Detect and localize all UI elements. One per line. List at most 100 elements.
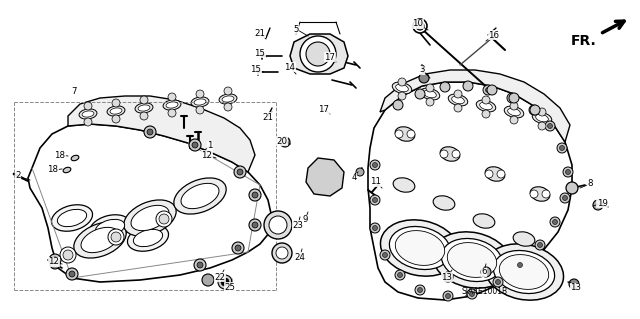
Circle shape bbox=[530, 190, 538, 198]
Circle shape bbox=[398, 92, 406, 100]
Circle shape bbox=[66, 268, 78, 280]
Circle shape bbox=[237, 169, 243, 175]
Text: 2: 2 bbox=[15, 172, 20, 181]
Circle shape bbox=[487, 85, 497, 95]
Circle shape bbox=[538, 242, 543, 248]
Text: 15: 15 bbox=[250, 65, 262, 75]
Circle shape bbox=[407, 130, 415, 138]
Circle shape bbox=[467, 289, 477, 299]
Circle shape bbox=[50, 259, 60, 269]
Circle shape bbox=[112, 99, 120, 107]
Circle shape bbox=[144, 126, 156, 138]
Circle shape bbox=[249, 189, 261, 201]
Ellipse shape bbox=[219, 94, 237, 104]
Text: 11: 11 bbox=[371, 177, 381, 187]
Circle shape bbox=[445, 293, 451, 299]
Circle shape bbox=[380, 250, 390, 260]
Ellipse shape bbox=[71, 155, 79, 161]
Ellipse shape bbox=[127, 225, 168, 251]
Ellipse shape bbox=[110, 108, 122, 114]
Ellipse shape bbox=[484, 244, 564, 300]
Text: 3: 3 bbox=[419, 65, 425, 75]
Circle shape bbox=[569, 279, 579, 289]
Circle shape bbox=[196, 90, 204, 98]
Circle shape bbox=[249, 219, 261, 231]
Circle shape bbox=[413, 19, 427, 33]
Circle shape bbox=[443, 291, 453, 301]
Circle shape bbox=[563, 196, 568, 201]
Circle shape bbox=[84, 102, 92, 110]
Text: 22: 22 bbox=[214, 272, 225, 281]
Polygon shape bbox=[28, 124, 272, 282]
Ellipse shape bbox=[63, 167, 71, 173]
Ellipse shape bbox=[131, 205, 169, 231]
Ellipse shape bbox=[174, 178, 226, 214]
Ellipse shape bbox=[508, 108, 520, 116]
Circle shape bbox=[535, 240, 545, 250]
Circle shape bbox=[518, 263, 522, 268]
Circle shape bbox=[426, 98, 434, 106]
Circle shape bbox=[560, 193, 570, 203]
Ellipse shape bbox=[452, 96, 465, 104]
Ellipse shape bbox=[485, 167, 505, 181]
Circle shape bbox=[111, 232, 121, 242]
Ellipse shape bbox=[493, 250, 555, 293]
Circle shape bbox=[415, 89, 425, 99]
Ellipse shape bbox=[95, 219, 125, 237]
Ellipse shape bbox=[396, 231, 445, 265]
Circle shape bbox=[276, 247, 288, 259]
Circle shape bbox=[486, 87, 490, 93]
Ellipse shape bbox=[81, 227, 119, 253]
Ellipse shape bbox=[74, 222, 126, 258]
Text: 16: 16 bbox=[488, 31, 499, 40]
Circle shape bbox=[168, 109, 176, 117]
Circle shape bbox=[221, 278, 229, 286]
Circle shape bbox=[300, 36, 336, 72]
Circle shape bbox=[509, 95, 515, 100]
Circle shape bbox=[454, 104, 462, 112]
Circle shape bbox=[52, 257, 58, 263]
Ellipse shape bbox=[536, 114, 548, 122]
Circle shape bbox=[530, 105, 540, 115]
Circle shape bbox=[383, 253, 387, 257]
Circle shape bbox=[252, 192, 258, 198]
Circle shape bbox=[370, 160, 380, 170]
Circle shape bbox=[538, 122, 546, 130]
Circle shape bbox=[510, 102, 518, 110]
Circle shape bbox=[63, 250, 73, 260]
Circle shape bbox=[545, 121, 555, 131]
Circle shape bbox=[197, 262, 203, 268]
Text: 7: 7 bbox=[71, 87, 77, 97]
Circle shape bbox=[552, 219, 557, 225]
Circle shape bbox=[69, 271, 75, 277]
Circle shape bbox=[507, 93, 517, 103]
Circle shape bbox=[463, 81, 473, 91]
Ellipse shape bbox=[396, 84, 408, 92]
Circle shape bbox=[202, 274, 214, 286]
Circle shape bbox=[563, 167, 573, 177]
Circle shape bbox=[192, 142, 198, 148]
Circle shape bbox=[168, 93, 176, 101]
Text: 21: 21 bbox=[262, 113, 273, 122]
Circle shape bbox=[372, 226, 378, 231]
Circle shape bbox=[395, 130, 403, 138]
Ellipse shape bbox=[448, 94, 468, 106]
Ellipse shape bbox=[440, 147, 460, 161]
Ellipse shape bbox=[124, 200, 176, 236]
Text: 17: 17 bbox=[319, 105, 330, 114]
Circle shape bbox=[235, 245, 241, 251]
Text: 12: 12 bbox=[49, 257, 60, 266]
Text: 17: 17 bbox=[324, 53, 335, 62]
Circle shape bbox=[593, 200, 603, 210]
Circle shape bbox=[140, 112, 148, 120]
Text: 25: 25 bbox=[225, 283, 236, 292]
Ellipse shape bbox=[138, 105, 150, 111]
Circle shape bbox=[547, 123, 552, 129]
Circle shape bbox=[370, 223, 380, 233]
Ellipse shape bbox=[420, 88, 440, 100]
Ellipse shape bbox=[395, 127, 415, 141]
Polygon shape bbox=[68, 96, 255, 172]
Circle shape bbox=[443, 272, 453, 282]
Text: 20: 20 bbox=[276, 137, 287, 145]
Circle shape bbox=[482, 96, 490, 104]
